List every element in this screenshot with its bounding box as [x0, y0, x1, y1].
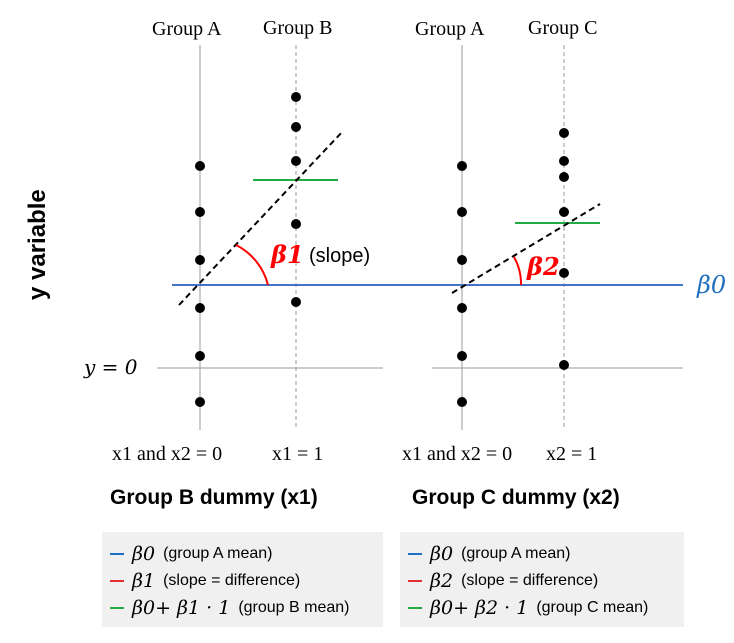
- legend-text: (group C mean): [536, 598, 649, 616]
- data-point: [559, 268, 569, 278]
- col-label-group-b: Group B: [263, 17, 333, 39]
- data-point: [291, 297, 301, 307]
- legend-text: (slope = difference): [461, 571, 599, 589]
- col-label-group-c: Group C: [528, 17, 598, 39]
- legend-symbol: β0: [132, 542, 156, 565]
- legend-swatch: [408, 579, 422, 582]
- data-point: [457, 397, 467, 407]
- legend-symbol: β2: [430, 569, 454, 592]
- legend-item: β2 (slope = difference): [408, 567, 678, 594]
- x-label-right-zero: x1 and x2 = 0: [402, 443, 513, 465]
- legend-right: β0 (group A mean) β2 (slope = difference…: [400, 532, 684, 627]
- legend-swatch: [110, 606, 124, 609]
- legend-item: β0 (group A mean): [110, 540, 377, 567]
- x-label-left-zero: x1 and x2 = 0: [112, 443, 223, 465]
- data-point: [195, 351, 205, 361]
- legend-symbol: β0: [430, 542, 454, 565]
- group-a-points-left: [195, 161, 205, 407]
- dummy-title-group-c: Group C dummy (x2): [412, 486, 620, 509]
- x-label-group-b-one: x1 = 1: [272, 443, 324, 465]
- legend-swatch: [110, 552, 124, 555]
- legend-text: (group A mean): [461, 544, 571, 562]
- legend-item: β0+ β1 · 1 (group B mean): [110, 594, 377, 621]
- slope-label-c: β2: [527, 252, 560, 281]
- group-c-points: [559, 128, 569, 370]
- data-point: [559, 360, 569, 370]
- data-point: [291, 156, 301, 166]
- x-label-group-c-one: x2 = 1: [546, 443, 598, 465]
- data-point: [195, 303, 205, 313]
- slope-arc-c: [513, 256, 523, 286]
- group-b-points: [291, 92, 301, 307]
- zero-label: y = 0: [84, 355, 138, 379]
- slope-line-c: [451, 203, 601, 294]
- data-point: [559, 207, 569, 217]
- legend-symbol: β0+ β2 · 1: [430, 596, 529, 619]
- legend-text: (group B mean): [238, 598, 350, 616]
- data-point: [195, 255, 205, 265]
- data-point: [291, 92, 301, 102]
- data-point: [291, 122, 301, 132]
- legend-text: (slope = difference): [163, 571, 301, 589]
- col-label-group-a-right: Group A: [415, 18, 485, 40]
- data-point: [457, 351, 467, 361]
- data-point: [559, 128, 569, 138]
- legend-text: (group A mean): [163, 544, 273, 562]
- data-point: [195, 161, 205, 171]
- legend-left: β0 (group A mean) β1 (slope = difference…: [102, 532, 383, 627]
- slope-line-b: [178, 130, 344, 306]
- legend-symbol: β1: [132, 569, 156, 592]
- data-point: [559, 156, 569, 166]
- legend-item: β0 (group A mean): [408, 540, 678, 567]
- y-axis-label: y variable: [24, 189, 51, 300]
- legend-item: β1 (slope = difference): [110, 567, 377, 594]
- data-point: [457, 161, 467, 171]
- slope-word-label: (slope): [309, 245, 371, 267]
- data-point: [457, 207, 467, 217]
- legend-symbol: β0+ β1 · 1: [132, 596, 231, 619]
- legend-swatch: [408, 606, 422, 609]
- data-point: [559, 172, 569, 182]
- legend-item: β0+ β2 · 1 (group C mean): [408, 594, 678, 621]
- col-label-group-a-left: Group A: [152, 18, 222, 40]
- data-point: [457, 303, 467, 313]
- data-point: [291, 219, 301, 229]
- data-point: [457, 255, 467, 265]
- dummy-title-group-b: Group B dummy (x1): [110, 486, 318, 509]
- intercept-label: β0: [697, 271, 727, 299]
- slope-label-b: β1: [271, 240, 304, 269]
- data-point: [195, 397, 205, 407]
- legend-swatch: [408, 552, 422, 555]
- legend-swatch: [110, 579, 124, 582]
- group-a-points-right: [457, 161, 467, 407]
- slope-arc-b: [235, 244, 269, 286]
- data-point: [195, 207, 205, 217]
